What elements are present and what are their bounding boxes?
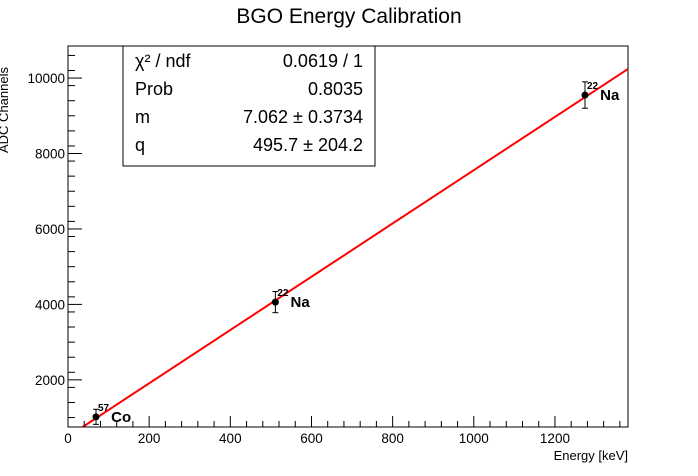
- x-tick-label: 400: [219, 431, 242, 446]
- x-tick-label: 1000: [459, 431, 489, 446]
- point-label-element: Na: [290, 294, 310, 311]
- stats-value: 0.8035: [308, 79, 363, 99]
- y-tick-label: 8000: [35, 147, 65, 162]
- data-point: [271, 298, 279, 306]
- stats-name: Prob: [135, 79, 173, 99]
- x-tick-label: 1200: [540, 431, 570, 446]
- stats-name: m: [135, 107, 150, 127]
- fit-line: [82, 68, 629, 428]
- chart-title: BGO Energy Calibration: [236, 5, 461, 28]
- point-label-mass: 57: [98, 403, 110, 414]
- data-point: [92, 413, 100, 421]
- point-label-mass: 22: [277, 288, 289, 299]
- y-tick-label: 10000: [27, 71, 65, 86]
- x-tick-label: 200: [138, 431, 161, 446]
- y-axis-title: ADC Channels: [0, 67, 11, 153]
- y-tick-label: 6000: [35, 222, 65, 237]
- x-tick-label: 0: [64, 431, 72, 446]
- stats-name: q: [135, 135, 145, 155]
- point-label-mass: 22: [587, 81, 599, 92]
- point-label-element: Na: [600, 87, 620, 104]
- x-tick-label: 600: [300, 431, 323, 446]
- y-tick-label: 2000: [35, 373, 65, 388]
- point-label: 57Co: [98, 403, 131, 426]
- point-label: 22Na: [587, 81, 620, 104]
- point-label: 22Na: [277, 288, 310, 311]
- x-tick-label: 800: [381, 431, 404, 446]
- point-label-element: Co: [111, 409, 131, 426]
- data-point: [581, 91, 589, 99]
- stats-name: χ² / ndf: [135, 51, 191, 71]
- y-tick-label: 4000: [35, 297, 65, 312]
- stats-value: 495.7 ± 204.2: [253, 135, 363, 155]
- stats-value: 7.062 ± 0.3734: [243, 107, 363, 127]
- stats-value: 0.0619 / 1: [283, 51, 363, 71]
- stats-box: [122, 45, 376, 167]
- x-axis-title: Energy [keV]: [554, 448, 628, 463]
